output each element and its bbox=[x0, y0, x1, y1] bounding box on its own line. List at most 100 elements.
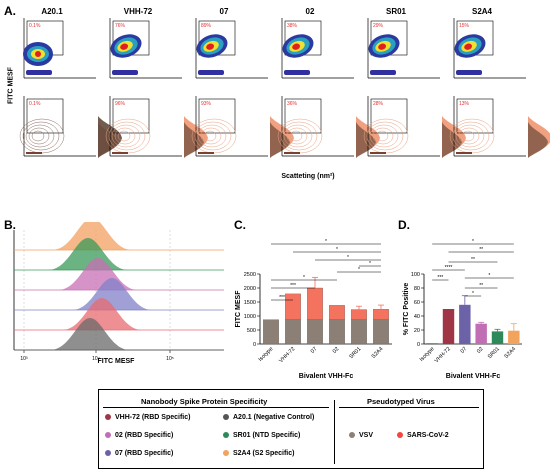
y-axis-label: % FITC Positive bbox=[403, 283, 410, 336]
side-histogram-control bbox=[270, 122, 290, 158]
gate-percentage: 89% bbox=[201, 23, 212, 29]
contour-line bbox=[283, 124, 313, 148]
x-tick-label: 10⁵ bbox=[166, 356, 174, 362]
legend-swatch bbox=[397, 432, 403, 438]
legend-swatch bbox=[105, 432, 111, 438]
contour-baseline bbox=[456, 152, 472, 154]
legend-label: SARS-CoV-2 bbox=[407, 432, 449, 439]
x-tick-label: 10⁴ bbox=[92, 356, 100, 362]
scatter-plot-1: 0.1% bbox=[19, 96, 122, 158]
y-tick-label: 2000 bbox=[244, 286, 256, 292]
x-tick-label: 07 bbox=[310, 346, 319, 355]
y-tick-label: 40 bbox=[414, 314, 420, 320]
y-tick-label: 80 bbox=[414, 286, 420, 292]
x-tick-label: Isotype bbox=[258, 346, 275, 363]
contour-line bbox=[369, 124, 399, 148]
scatter-plot-0: 29% bbox=[367, 18, 440, 79]
significance-label: **** bbox=[445, 265, 453, 271]
bar-VSV-S2A4 bbox=[373, 319, 389, 345]
bar-SARS-CoV-2-SR01 bbox=[351, 309, 367, 320]
density-core bbox=[206, 43, 215, 50]
scatter-plot-1: 93% bbox=[191, 96, 294, 158]
x-tick-label: 02 bbox=[332, 346, 341, 355]
panel-b: 10³ 10⁴ 10⁵ FITC MESF bbox=[0, 222, 230, 387]
side-histogram-control bbox=[98, 122, 118, 158]
histogram-SR01 bbox=[48, 238, 128, 270]
x-tick-label: VHH-72 bbox=[278, 346, 296, 364]
significance-label: *** bbox=[279, 295, 285, 301]
significance-label: ** bbox=[471, 257, 475, 263]
x-tick-label: 02 bbox=[476, 346, 485, 355]
y-tick-label: 0 bbox=[417, 342, 420, 348]
significance-label: * bbox=[325, 239, 327, 245]
density-core bbox=[378, 43, 387, 50]
panel-a-x-label: Scatteting (nm²) bbox=[281, 173, 335, 180]
gate-percentage: 0.1% bbox=[29, 101, 41, 107]
gate-percentage: 28% bbox=[373, 101, 384, 107]
scatter-plot-0: 76% bbox=[109, 18, 182, 79]
contour-baseline bbox=[112, 152, 128, 154]
y-tick-label: 1500 bbox=[244, 300, 256, 306]
legend-swatch bbox=[105, 414, 111, 420]
side-histogram-control bbox=[356, 122, 376, 158]
column-title: 07 bbox=[220, 7, 229, 16]
significance-label: * bbox=[472, 239, 474, 245]
significance-label: * bbox=[358, 267, 360, 273]
contour-baseline bbox=[26, 152, 42, 154]
gate-box bbox=[370, 98, 408, 134]
y-tick-label: 20 bbox=[414, 328, 420, 334]
contour-line bbox=[455, 124, 485, 148]
x-tick-label: S2A4 bbox=[371, 346, 385, 360]
contour-baseline bbox=[198, 152, 214, 154]
bar-chart-fitc-mesf: 0 500 1000 1500 2000 2500 FITC MESF Bivalent VH… bbox=[235, 239, 392, 380]
contour-line bbox=[203, 130, 217, 142]
side-histogram-control bbox=[184, 122, 204, 158]
contour-line bbox=[194, 121, 232, 151]
column-title: SR01 bbox=[386, 7, 407, 16]
significance-label: ** bbox=[479, 247, 483, 253]
legend-virus-item: VSV bbox=[349, 432, 373, 439]
contour-line bbox=[28, 127, 50, 145]
histogram-overlay: 10³ 10⁴ 10⁵ bbox=[13, 222, 224, 362]
column-title: S2A4 bbox=[472, 7, 493, 16]
histogram-A20.1 bbox=[50, 318, 130, 350]
bar-Isotype bbox=[426, 343, 438, 344]
legend-item: 02 (RBD Specific) bbox=[105, 432, 173, 439]
column-title: VHH-72 bbox=[124, 7, 153, 16]
legend-label: 02 (RBD Specific) bbox=[115, 432, 174, 439]
gate-percentage: 96% bbox=[115, 101, 126, 107]
y-tick-label: 1000 bbox=[244, 314, 256, 320]
scatter-plot-1: 13% bbox=[449, 96, 550, 158]
bar-VSV-Isotype bbox=[263, 319, 279, 345]
y-tick-label: 60 bbox=[414, 300, 420, 306]
side-histogram-control bbox=[528, 122, 548, 158]
scatter-plot-0: 0.1% bbox=[23, 18, 96, 79]
panel-b-x-label: FITC MESF bbox=[97, 358, 135, 365]
bar-SARS-CoV-2-VHH-72 bbox=[285, 293, 301, 320]
contour-line bbox=[200, 127, 222, 145]
bar-VHH-72 bbox=[442, 309, 455, 344]
significance-label: * bbox=[488, 273, 490, 279]
gate-box bbox=[456, 98, 494, 134]
density-baseline bbox=[112, 70, 138, 75]
legend-label: 07 (RBD Specific) bbox=[115, 450, 174, 457]
contour-line bbox=[31, 130, 45, 142]
gate-box bbox=[26, 98, 64, 134]
legend-item: VHH-72 (RBD Specific) bbox=[105, 414, 190, 421]
significance-label: ** bbox=[479, 283, 483, 289]
gate-percentage: 38% bbox=[287, 23, 298, 29]
y-axis-label: FITC MESF bbox=[235, 290, 242, 328]
legend-swatch bbox=[349, 432, 355, 438]
histogram-07 bbox=[72, 278, 152, 310]
contour-line bbox=[108, 121, 146, 151]
contour-line bbox=[286, 127, 308, 145]
legend-swatch bbox=[105, 450, 111, 456]
contour-line bbox=[461, 130, 475, 142]
scatter-plot-0: 38% bbox=[281, 18, 354, 79]
panel-label-c: C. bbox=[234, 218, 246, 232]
significance-label: * bbox=[336, 247, 338, 253]
density-core bbox=[35, 51, 41, 57]
contour-line bbox=[111, 124, 141, 148]
contour-line bbox=[117, 130, 131, 142]
scatter-plot-1: 96% bbox=[105, 96, 208, 158]
